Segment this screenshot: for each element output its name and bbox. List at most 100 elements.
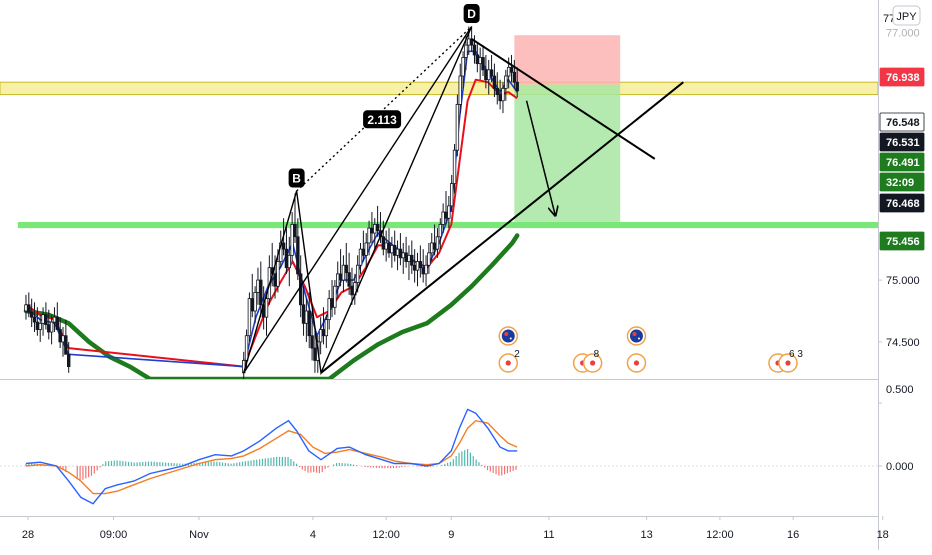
candle — [341, 255, 346, 293]
macd-line — [25, 408, 518, 505]
event-markers[interactable]: 2 8 6 3 — [498, 326, 803, 373]
candle — [481, 45, 485, 77]
economic-event-icon[interactable]: 6 3 — [768, 349, 803, 373]
support-band[interactable] — [17, 221, 878, 229]
candle-body — [489, 69, 494, 77]
candle — [52, 307, 57, 333]
price-label-resistance-band[interactable]: 76.548 — [879, 112, 925, 132]
candle-body — [375, 224, 380, 232]
trendline[interactable] — [320, 81, 684, 374]
oscillator-pane[interactable] — [0, 408, 878, 505]
candle-body — [487, 69, 491, 81]
candle-body — [35, 321, 40, 330]
time-tick-label: Nov — [189, 529, 209, 541]
candle-body — [407, 254, 411, 262]
price-label-bar-countdown[interactable]: 32:09 — [879, 172, 925, 192]
candle-body — [250, 298, 254, 312]
candle-body — [296, 236, 300, 275]
pattern-xd-leg[interactable] — [243, 26, 473, 374]
candle — [461, 51, 465, 89]
candle — [327, 289, 331, 330]
candle — [347, 252, 351, 295]
price-label-ema-fast[interactable]: 76.491 — [879, 152, 925, 172]
candle — [259, 261, 263, 318]
candle-body — [387, 242, 391, 254]
resistance-band[interactable] — [0, 81, 878, 96]
price-axis[interactable]: 77 75.000 74.500 77.000 76.938 76.548 76.531 76… — [878, 13, 925, 349]
candle-body — [381, 236, 386, 250]
stop-loss-zone[interactable] — [514, 35, 621, 85]
price-tick-label: 74.500 — [886, 337, 920, 349]
au-flag-icon[interactable] — [498, 326, 519, 346]
flag-star — [509, 337, 512, 340]
candle — [435, 228, 440, 258]
projection-arrow[interactable] — [525, 100, 555, 215]
pattern-label-B[interactable]: B — [288, 168, 305, 188]
candle-body — [24, 304, 28, 312]
candle-body — [256, 279, 260, 293]
candle-body — [478, 57, 482, 65]
price-label-box — [879, 152, 925, 172]
candle — [387, 228, 391, 258]
time-axis[interactable]: 28 09:00 Nov 4 12:00 9 11 13 12:00 16 18 — [22, 516, 889, 541]
candle — [333, 280, 337, 315]
candle-body — [61, 335, 65, 343]
price-label-stop-zone[interactable]: 76.938 — [879, 67, 925, 87]
price-label-box — [879, 132, 925, 152]
candle-body — [247, 298, 252, 337]
candle — [415, 252, 420, 287]
candle-body — [327, 298, 331, 321]
candle — [324, 314, 329, 349]
osc-tick-label: 0.500 — [886, 384, 914, 396]
candle — [390, 236, 394, 268]
candle-body — [393, 245, 397, 256]
economic-event-icon[interactable]: 2 — [498, 349, 520, 373]
price-pane[interactable]: B D 2.113 2 8 6 3 — [0, 4, 878, 381]
price-label-last-price[interactable]: 76.531 — [879, 132, 925, 152]
au-flag-icon[interactable] — [626, 326, 647, 346]
candle — [427, 242, 431, 274]
pattern-label-D[interactable]: D — [463, 4, 480, 24]
currency-badge[interactable]: JPY — [892, 5, 921, 26]
trendline[interactable] — [471, 38, 656, 160]
candle-body — [498, 94, 502, 102]
zones-layer — [0, 35, 878, 229]
pattern-label-text: B — [292, 172, 301, 186]
histogram — [25, 449, 517, 481]
candle-body — [515, 81, 519, 92]
candle-body — [495, 87, 499, 95]
time-tick-label: 9 — [448, 529, 454, 541]
candle-body — [287, 254, 291, 269]
oscillator-axis[interactable]: 0.500 0.000 — [878, 384, 914, 473]
candle — [287, 236, 291, 287]
economic-event-icon[interactable]: 8 — [572, 349, 603, 373]
candle-body — [264, 298, 269, 318]
flag-union — [504, 332, 509, 336]
candle — [458, 63, 462, 114]
pattern-label-2-113[interactable]: 2.113 — [363, 110, 402, 129]
candle — [256, 267, 260, 305]
drawings-layer[interactable]: B D 2.113 — [243, 4, 684, 376]
pattern-ratio-line[interactable] — [296, 26, 473, 192]
candle-body — [461, 57, 465, 77]
candle-body — [398, 248, 403, 259]
candle-body — [424, 264, 428, 275]
price-label-target[interactable]: 75.456 — [879, 231, 925, 251]
harmonic-pattern-legs[interactable] — [243, 26, 473, 376]
candle — [293, 193, 297, 243]
time-tick-label: 12:00 — [706, 529, 734, 541]
pattern-label-box — [363, 110, 402, 129]
price-label-ema-slow[interactable]: 76.468 — [879, 193, 925, 213]
candle-body — [301, 304, 306, 324]
price-label-box — [879, 172, 925, 192]
candle-body — [469, 38, 474, 46]
economic-event-icon[interactable] — [626, 353, 647, 373]
candle-body — [404, 252, 408, 262]
time-tick-label: 16 — [787, 529, 799, 541]
candle-body — [290, 224, 294, 256]
candle — [404, 236, 408, 268]
pattern-label-text: 2.113 — [367, 113, 397, 127]
take-profit-zone[interactable] — [514, 84, 621, 222]
